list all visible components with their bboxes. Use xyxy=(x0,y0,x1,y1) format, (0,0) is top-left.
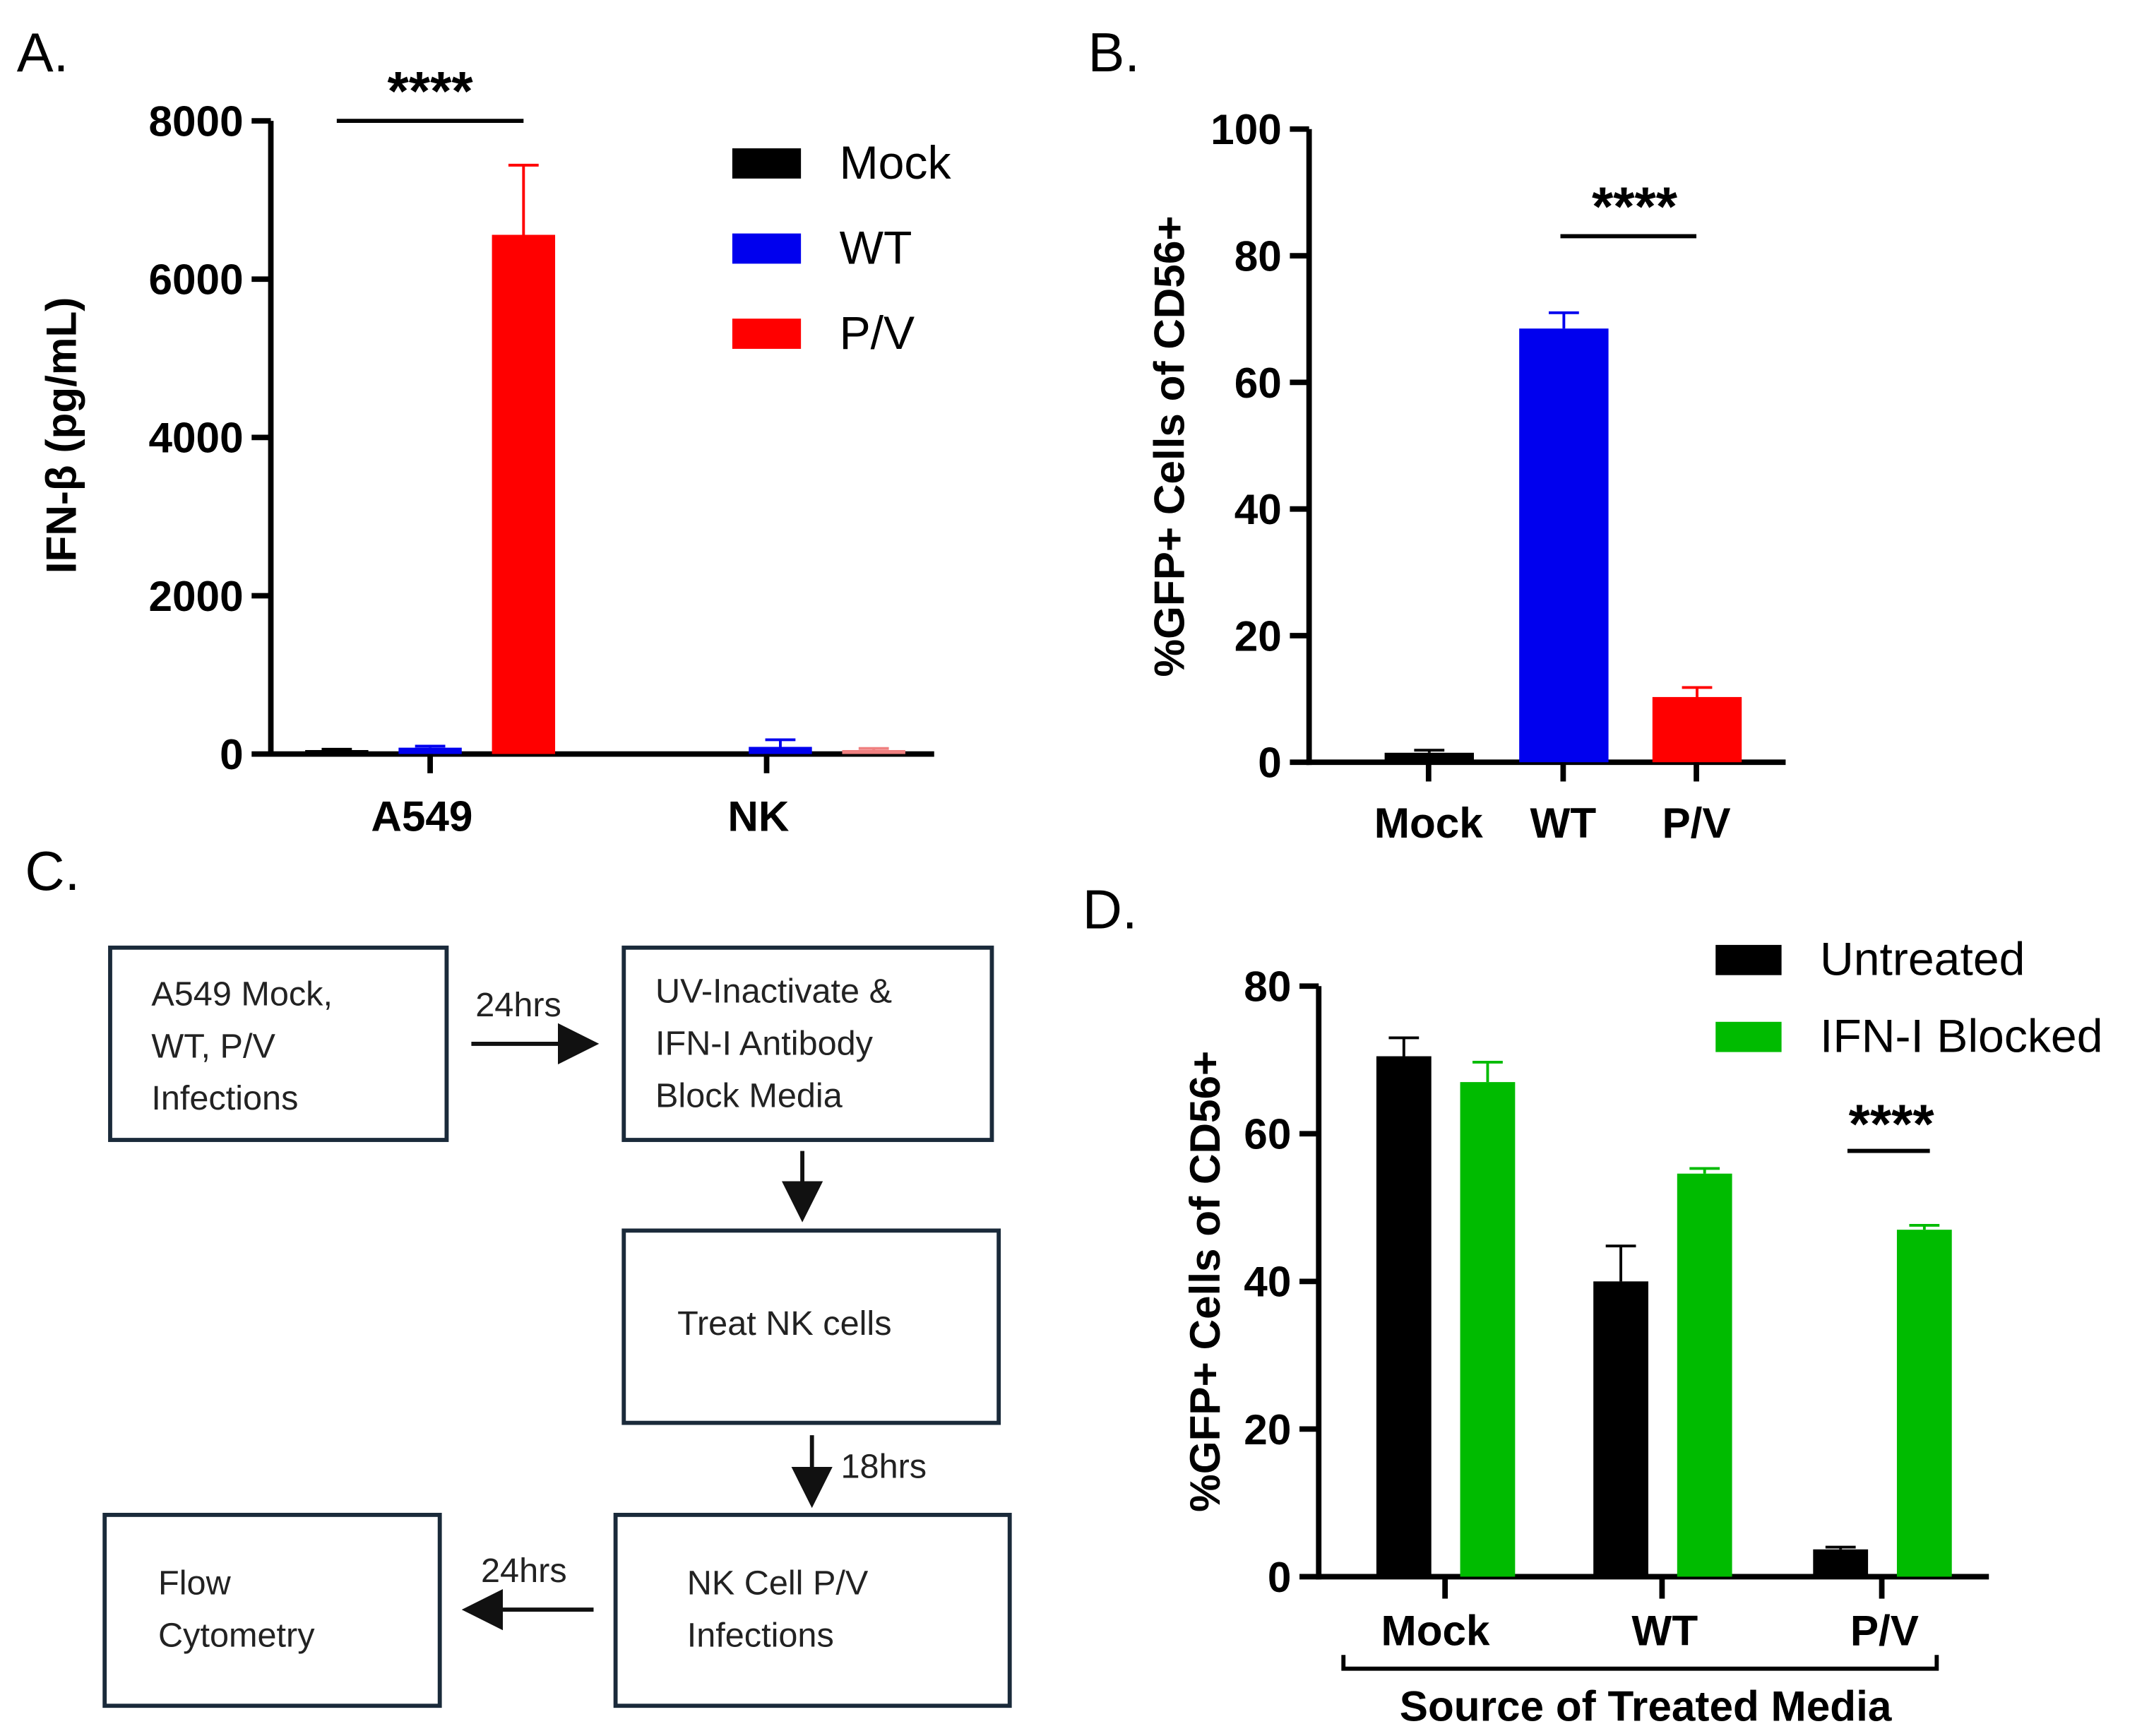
y-tick-label: 4000 xyxy=(149,414,244,462)
y-axis-label: IFN-β (pg/mL) xyxy=(37,297,85,574)
x-tick-label: NK xyxy=(727,792,789,840)
flow-box-infections xyxy=(108,945,449,1142)
bar-blocked-pv xyxy=(1896,1230,1952,1577)
bar-blocked-wt xyxy=(1677,1173,1732,1577)
significance-stars: **** xyxy=(1849,1094,1935,1155)
flow-box-nk-infections xyxy=(613,1512,1012,1708)
legend-label: WT xyxy=(840,222,912,274)
bar-untreated-mock xyxy=(1376,1056,1432,1577)
y-tick-label: 6000 xyxy=(149,256,244,304)
y-tick-label: 60 xyxy=(1244,1110,1291,1158)
flow-box-flow-cytometry-text: Flow Cytometry xyxy=(158,1564,315,1655)
bar-wt-nk xyxy=(749,747,812,754)
x-tick-label: WT xyxy=(1530,799,1597,847)
workflow-diagram: A549 Mock, WT, P/V Infections UV-Inactivat… xyxy=(102,945,1012,1708)
bar-blocked-mock xyxy=(1460,1082,1516,1577)
legend-swatch xyxy=(732,233,802,264)
bar-untreated-pv xyxy=(1813,1549,1869,1577)
x-tick-label: Mock xyxy=(1381,1607,1491,1655)
y-tick-label: 20 xyxy=(1244,1405,1291,1453)
y-tick-label: 2000 xyxy=(149,572,244,620)
bar-pv-a549 xyxy=(492,234,556,754)
y-tick-label: 0 xyxy=(220,730,244,778)
significance-stars: **** xyxy=(1592,177,1678,237)
x-tick-label: Mock xyxy=(1374,799,1484,847)
y-axis-label: %GFP+ Cells of CD56+ xyxy=(1146,215,1194,677)
bar-wt xyxy=(1519,328,1609,763)
flow-box-nk-infections-text: NK Cell P/V Infections xyxy=(687,1564,869,1655)
bar-wt-a549 xyxy=(398,747,462,754)
x-axis-label: Source of Treated Media xyxy=(1400,1682,1892,1730)
flow-box-uv-inactivate-text: UV-Inactivate & IFN-I Antibody Block Media xyxy=(655,973,892,1115)
y-tick-label: 80 xyxy=(1234,232,1282,280)
legend-swatch xyxy=(1715,944,1782,975)
panel-label-a: A. xyxy=(17,23,69,83)
x-tick-label: P/V xyxy=(1850,1607,1919,1655)
y-tick-label: 0 xyxy=(1258,739,1282,787)
y-axis-label: %GFP+ Cells of CD56+ xyxy=(1181,1051,1229,1512)
bar-mock xyxy=(1384,752,1474,763)
x-tick-label: P/V xyxy=(1662,799,1730,847)
y-tick-label: 60 xyxy=(1234,359,1282,407)
legend-swatch xyxy=(732,319,802,349)
bar-pv xyxy=(1652,696,1742,763)
bar-untreated-wt xyxy=(1593,1281,1648,1577)
bar-mock-a549 xyxy=(305,749,369,754)
y-tick-label: 40 xyxy=(1244,1258,1291,1306)
flow-box-uv-inactivate xyxy=(621,945,994,1142)
legend-swatch xyxy=(1715,1021,1782,1052)
flow-box-flow-cytometry xyxy=(102,1512,442,1708)
y-tick-label: 80 xyxy=(1244,963,1291,1011)
legend-label: Untreated xyxy=(1820,934,2025,986)
legend-label: Mock xyxy=(840,137,952,189)
arrow-label-24hrs-2: 24hrs xyxy=(481,1552,567,1590)
flow-box-infections-text: A549 Mock, WT, P/V Infections xyxy=(151,975,333,1117)
x-tick-label: A549 xyxy=(371,792,472,840)
y-tick-label: 40 xyxy=(1234,485,1282,533)
x-tick-label: WT xyxy=(1631,1607,1698,1655)
legend-label: IFN-I Blocked xyxy=(1820,1011,2102,1063)
panel-label-c: C. xyxy=(25,841,80,902)
bar-pv-nk xyxy=(842,749,905,754)
arrow-label-24hrs: 24hrs xyxy=(475,986,561,1024)
flow-box-treat-nk xyxy=(621,1228,1001,1425)
panel-label-d: D. xyxy=(1083,880,1138,941)
flow-box-treat-nk-text: Treat NK cells xyxy=(677,1304,891,1343)
y-tick-label: 20 xyxy=(1234,612,1282,660)
legend-swatch xyxy=(732,148,802,179)
legend-label: P/V xyxy=(840,307,915,359)
arrow-label-18hrs: 18hrs xyxy=(841,1447,927,1485)
x-group-bracket xyxy=(1341,1655,1939,1671)
y-tick-label: 0 xyxy=(1268,1553,1292,1601)
y-tick-label: 100 xyxy=(1210,105,1282,153)
significance-stars: **** xyxy=(388,61,474,122)
y-tick-label: 8000 xyxy=(149,97,244,145)
panel-label-b: B. xyxy=(1088,23,1140,83)
